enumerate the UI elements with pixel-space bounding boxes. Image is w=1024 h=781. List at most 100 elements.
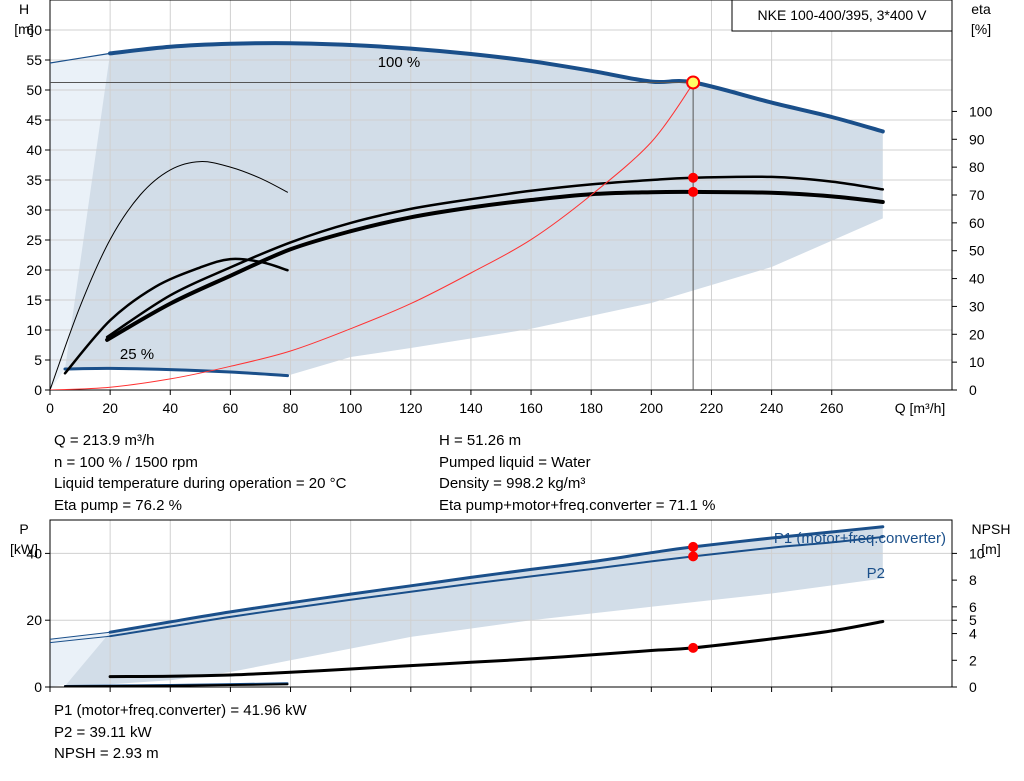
info-head: H = 51.26 m (439, 432, 522, 449)
bot-y2-tick-label: 10 (969, 545, 985, 561)
title-box (731, 0, 953, 32)
top-y2-tick-label: 70 (969, 187, 985, 203)
info-speed: n = 100 % / 1500 rpm (54, 453, 198, 471)
top-x-tick-label: 240 (760, 400, 784, 416)
top-x-tick-label: 260 (820, 400, 844, 416)
top-y2-tick-label: 0 (969, 382, 977, 398)
bot-y-tick-label: 20 (26, 612, 42, 628)
operating-range-envelope (50, 43, 883, 390)
info-p1: P1 (motor+freq.converter) = 41.96 kW (54, 702, 307, 719)
top-x-tick-label: 40 (162, 400, 178, 416)
bot-series-npsh (108, 620, 885, 679)
operating-point-p1 (688, 541, 699, 552)
power-envelope-light-region (50, 632, 111, 687)
info-pumped-liquid: Pumped liquid = Water (439, 453, 591, 471)
bot-series-p1-motor-freq-converter (108, 525, 885, 634)
top-y2-tick-label: 10 (969, 354, 985, 370)
bottom-ylabel-line1: P (19, 521, 28, 537)
top-series-curve-7 (50, 83, 694, 390)
bottom-ticks: 0 20 40 0 2 456 8 10 (26, 545, 984, 695)
bottom-series-group (50, 525, 885, 687)
info-p2: P2 = 39.11 kW (54, 723, 152, 741)
curve-label-p1: P1 (motor+freq.converter) (774, 530, 946, 547)
power-envelope-region (65, 526, 883, 686)
top-y2label-line1: eta (971, 1, 991, 17)
top-y2-tick-label: 40 (969, 271, 985, 287)
operating-point-p2 (688, 551, 699, 562)
bot-series-curve-6 (64, 683, 289, 687)
bot-y2-tick-label: 6 (969, 599, 977, 615)
top-series-curve-2 (50, 52, 111, 64)
bot-y2-tick-label: 8 (969, 572, 977, 588)
top-y-tick-label: 0 (34, 382, 42, 398)
chart-title: NKE 100-400/395, 3*400 V (758, 7, 928, 23)
bot-y2-tick-label: 5 (969, 612, 977, 628)
top-x-tick-label: 160 (519, 400, 543, 416)
top-ylabel-line2: [m] (14, 21, 33, 37)
top-series-curve-6 (50, 161, 288, 390)
top-ticks: 0 20 40 60 80 100 120 140 160 180 200 220 240 2600510… (26, 22, 992, 416)
power-envelope (50, 526, 883, 687)
top-y2-tick-label: 100 (969, 103, 993, 119)
top-series-25 (63, 366, 289, 378)
top-y2-tick-label: 30 (969, 298, 985, 314)
top-x-tick-label: 180 (580, 400, 604, 416)
info-top-left: Q = 213.9 m³/h n = 100 % / 1500 rpm Liqu… (54, 430, 346, 516)
top-y-tick-label: 5 (34, 352, 42, 368)
bot-series-p2 (109, 536, 884, 638)
top-y-tick-label: 45 (26, 112, 42, 128)
info-eta-pump: Eta pump = 76.2 % (54, 496, 182, 514)
info-density: Density = 998.2 kg/m³ (439, 475, 586, 492)
curve-label-p2: P2 (867, 565, 885, 582)
operating-point-head (686, 75, 701, 90)
bot-series-curve-3 (50, 635, 111, 644)
top-x-tick-label: 0 (46, 400, 54, 416)
top-ylabel-line1: H (19, 1, 29, 17)
bot-y2-tick-label: 4 (969, 626, 977, 642)
top-y2-tick-label: 80 (969, 159, 985, 175)
top-y2-tick-label: 90 (969, 131, 985, 147)
top-x-tick-label: 20 (102, 400, 118, 416)
top-x-tick-label: 60 (223, 400, 239, 416)
operating-point-eta-pump (688, 172, 699, 183)
top-grid (49, 0, 952, 390)
envelope-light-region (50, 53, 111, 390)
top-y-tick-label: 60 (26, 22, 42, 38)
top-series-curve-3 (105, 175, 885, 339)
top-y-tick-label: 20 (26, 262, 42, 278)
info-top-right: H = 51.26 m Pumped liquid = Water Densit… (439, 430, 715, 516)
info-flow: Q = 213.9 m³/h (54, 432, 155, 449)
top-xlabel: Q [m³/h] (895, 400, 946, 416)
top-y-tick-label: 40 (26, 142, 42, 158)
bottom-ylabel-line2: [kW] (10, 541, 38, 557)
operating-point-npsh (688, 642, 699, 653)
top-series-100 (108, 41, 885, 134)
info-eta-total: Eta pump+motor+freq.converter = 71.1 % (439, 496, 716, 514)
top-x-tick-label: 80 (283, 400, 299, 416)
top-series-group (50, 41, 885, 390)
bot-y2-tick-label: 0 (969, 679, 977, 695)
top-y-tick-label: 10 (26, 322, 42, 338)
bottom-operating-point-group (688, 541, 699, 653)
top-y-tick-label: 50 (26, 82, 42, 98)
operating-point-eta-total (688, 186, 699, 197)
bot-y2-tick-label: 2 (969, 652, 977, 668)
info-bottom: P1 (motor+freq.converter) = 41.96 kW P2 … (54, 700, 307, 765)
bottom-y2label-line2: [m] (981, 541, 1000, 557)
top-x-tick-label: 200 (640, 400, 664, 416)
top-y2label-line2: [%] (971, 21, 991, 37)
top-y-tick-label: 15 (26, 292, 42, 308)
top-x-tick-label: 140 (459, 400, 483, 416)
top-y-tick-label: 55 (26, 52, 42, 68)
top-y-tick-label: 35 (26, 172, 42, 188)
top-y-tick-label: 25 (26, 232, 42, 248)
bot-series-curve-2 (50, 631, 111, 640)
top-y2-tick-label: 20 (969, 326, 985, 342)
info-liquid-temperature: Liquid temperature during operation = 20… (54, 475, 347, 492)
bottom-plot-frame (49, 519, 953, 688)
top-x-tick-label: 220 (700, 400, 724, 416)
top-x-tick-label: 120 (399, 400, 423, 416)
top-series-curve-5 (63, 257, 289, 375)
top-operating-point-group (50, 75, 701, 390)
